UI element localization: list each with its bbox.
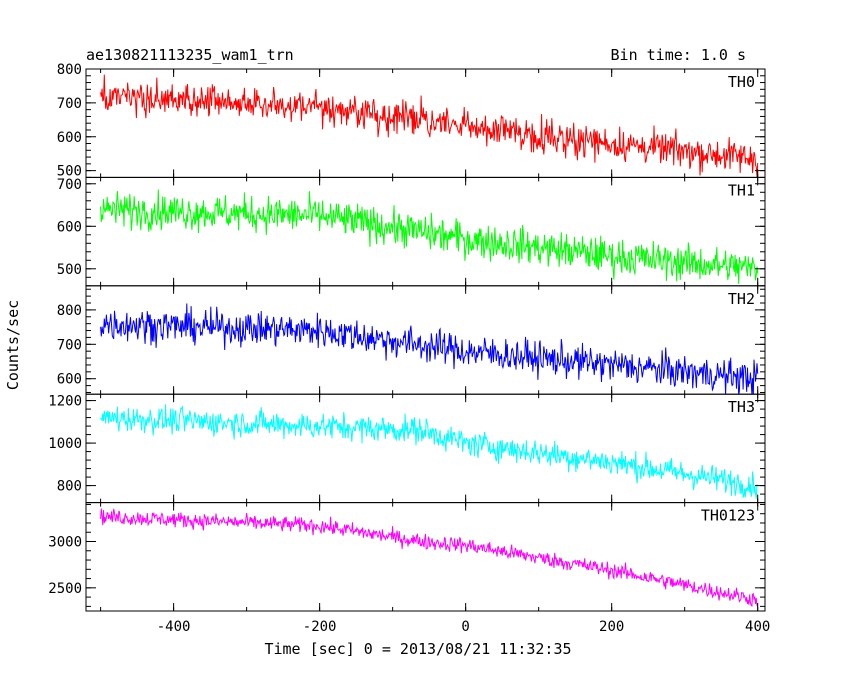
y-tick-label: 1200 [48, 394, 82, 410]
panel-th3: TH3 800 1000 1200 [48, 393, 766, 504]
panel-label: TH1 [728, 181, 755, 199]
x-tick-label: -200 [303, 619, 337, 635]
y-tick-label: 600 [57, 372, 82, 388]
chart-title: ae130821113235_wam1_trn [86, 46, 294, 64]
y-tick-label: 3000 [48, 535, 82, 551]
x-tick-label: 0 [461, 619, 469, 635]
panel-label: TH3 [728, 398, 755, 416]
y-tick-label: 600 [57, 219, 82, 235]
x-tick-label: 400 [745, 619, 770, 635]
x-tick-label: 200 [599, 619, 624, 635]
bin-time-label: Bin time: 1.0 s [611, 46, 746, 64]
panel-label: TH0123 [701, 507, 755, 525]
series-line-th2 [100, 303, 759, 395]
y-tick-label: 500 [57, 164, 82, 180]
panel-label: TH2 [728, 290, 755, 308]
y-tick-label: 700 [57, 96, 82, 112]
y-tick-label: 500 [57, 262, 82, 278]
y-tick-label: 2500 [48, 581, 82, 597]
series-line-th1 [100, 189, 759, 284]
x-tick-label: -400 [157, 619, 191, 635]
y-tick-label: 700 [57, 177, 82, 193]
y-tick-label: 800 [57, 479, 82, 495]
panel-th1: TH1 500 600 700 [57, 176, 766, 287]
panel-th0: TH0 500 600 700 800 [57, 62, 766, 180]
series-line-th0 [100, 74, 759, 178]
panel-th2: TH2 600 700 800 [57, 285, 766, 395]
y-tick-label: 800 [57, 303, 82, 319]
panel-frame [85, 176, 766, 287]
y-tick-label: 600 [57, 130, 82, 146]
y-tick-label: 1000 [48, 436, 82, 452]
panel-label: TH0 [728, 73, 755, 91]
panel-frame [85, 502, 766, 612]
series-line-th0123 [100, 508, 759, 608]
series-line-th3 [100, 404, 758, 499]
panel-frame [85, 393, 766, 504]
x-axis-label: Time [sec] 0 = 2013/08/21 11:32:35 [264, 640, 571, 658]
y-axis-label: Counts/sec [4, 300, 22, 390]
panel-th0123: TH0123 2500 3000 [48, 502, 766, 612]
y-tick-label: 700 [57, 337, 82, 353]
panels: TH0500600700800TH1500600700TH2600700800T… [48, 62, 770, 635]
y-tick-label: 800 [57, 62, 82, 78]
